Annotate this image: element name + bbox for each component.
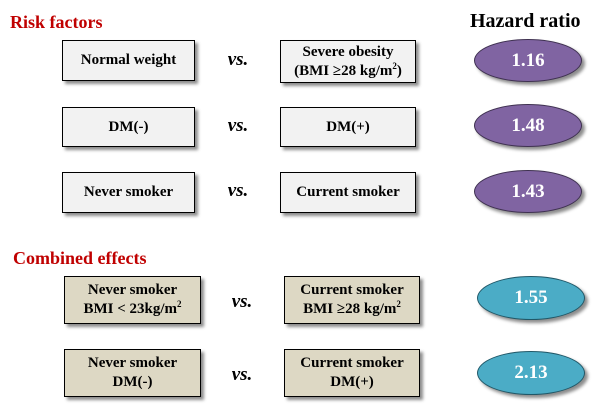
risk-row-2-comparison-line-1: DM(+) bbox=[326, 118, 370, 135]
combined-row-1-reference-box: Never smoker BMI < 23kg/m2 bbox=[64, 276, 201, 324]
combined-row-1-reference-line-1: Never smoker bbox=[87, 282, 178, 298]
risk-row-1-comparison-line-1: Severe obesity bbox=[302, 43, 394, 60]
combined-row-1-comparison-line-2: BMI ≥28 kg/m2 bbox=[303, 299, 401, 318]
combined-row-2-reference-line-2: DM(-) bbox=[112, 374, 153, 390]
risk-factors-title: Risk factors bbox=[10, 12, 103, 32]
combined-row-1-comparison-line-1: Current smoker bbox=[300, 282, 404, 298]
risk-row-1-comparison-line-2: (BMI ≥28 kg/m2) bbox=[294, 60, 402, 79]
risk-row-2-hazard-ratio-oval: 1.48 bbox=[474, 104, 582, 147]
risk-row-3-comparison-box: Current smoker bbox=[280, 172, 416, 213]
risk-row-1-hazard-ratio-oval: 1.16 bbox=[474, 39, 582, 82]
risk-row-1-reference-box: Normal weight bbox=[62, 40, 195, 81]
vs-label: vs. bbox=[231, 364, 253, 385]
combined-row-2-reference-line-1: Never smoker bbox=[87, 355, 178, 371]
combined-row-1-reference-line-2: BMI < 23kg/m2 bbox=[83, 299, 182, 318]
risk-row-1-comparison-box: Severe obesity (BMI ≥28 kg/m2) bbox=[280, 40, 416, 83]
risk-row-2-reference-line-1: DM(-) bbox=[108, 118, 149, 135]
combined-row-1-comparison-box: Current smoker BMI ≥28 kg/m2 bbox=[284, 276, 420, 324]
vs-label: vs. bbox=[227, 115, 249, 136]
risk-row-2-reference-box: DM(-) bbox=[62, 107, 195, 147]
combined-row-2-comparison-line-2: DM(+) bbox=[330, 374, 374, 390]
combined-row-2-comparison-line-1: Current smoker bbox=[300, 355, 404, 371]
hazard-ratio-header: Hazard ratio bbox=[470, 10, 581, 32]
combined-row-2-comparison-box: Current smoker DM(+) bbox=[284, 349, 420, 397]
vs-label: vs. bbox=[227, 49, 249, 70]
risk-row-3-reference-box: Never smoker bbox=[62, 172, 195, 213]
vs-label: vs. bbox=[227, 180, 249, 201]
combined-row-2-reference-box: Never smoker DM(-) bbox=[64, 349, 201, 397]
combined-effects-title: Combined effects bbox=[13, 248, 147, 268]
risk-row-1-reference-line-1: Normal weight bbox=[80, 52, 177, 68]
vs-label: vs. bbox=[231, 291, 253, 312]
risk-row-2-comparison-box: DM(+) bbox=[280, 107, 416, 147]
combined-row-1-hazard-ratio-oval: 1.55 bbox=[477, 276, 585, 320]
risk-row-3-reference-line-1: Never smoker bbox=[83, 184, 174, 200]
risk-row-3-comparison-line-1: Current smoker bbox=[296, 184, 400, 200]
combined-row-2-hazard-ratio-oval: 2.13 bbox=[477, 351, 585, 395]
risk-row-3-hazard-ratio-oval: 1.43 bbox=[474, 170, 582, 213]
